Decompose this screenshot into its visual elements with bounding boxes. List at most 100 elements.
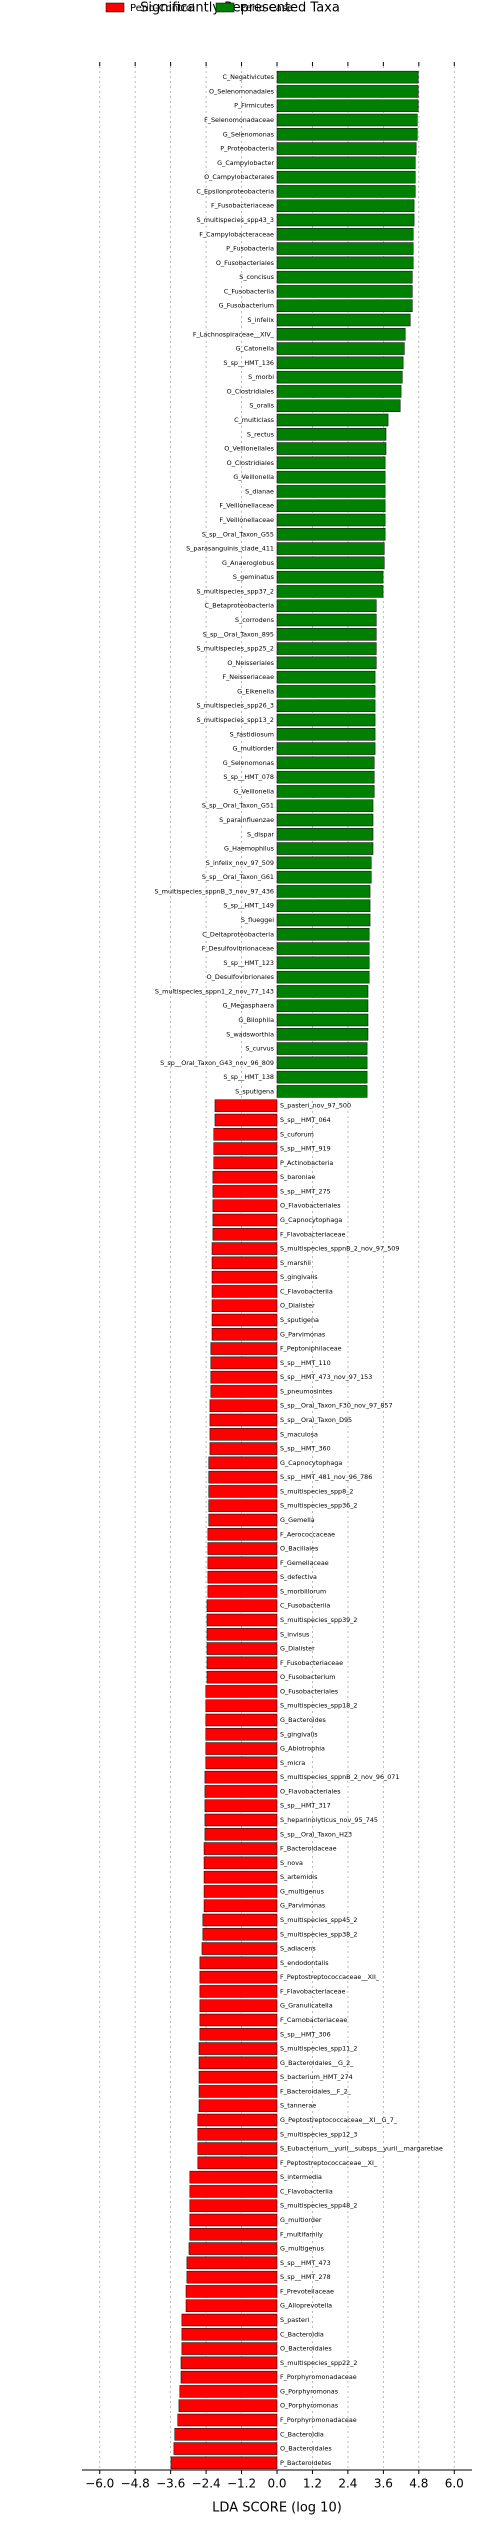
bar: [212, 1170, 278, 1184]
bar: [207, 1585, 278, 1598]
bar-label: S_multispecies_spp26_3: [197, 702, 274, 710]
bar: [198, 2042, 278, 2055]
bar: [188, 2242, 278, 2255]
bar: [197, 2128, 278, 2141]
bar: [211, 1270, 278, 1284]
bar: [276, 185, 416, 198]
bar-label: G_Catonella: [236, 345, 274, 353]
bar: [203, 1899, 278, 1912]
bar-label: S_infelix: [247, 316, 274, 324]
bar-label: S_multispecies_spp13_2: [197, 716, 274, 724]
bar: [276, 213, 415, 227]
bar-label: S_morbi: [248, 373, 274, 381]
bar-label: C_Betaproteobacteria: [205, 602, 275, 610]
bar: [170, 2456, 278, 2470]
legend-label: Perio-Case: [240, 3, 293, 14]
bar: [276, 113, 418, 127]
bar: [197, 2113, 278, 2127]
bar-label: O_Fusobacteriales: [280, 1687, 339, 1695]
bar: [181, 2313, 278, 2327]
bar-label: O_Dialister: [280, 1302, 315, 1310]
bar: [276, 928, 370, 941]
bar: [276, 413, 389, 427]
bar-label: S_multispecies_spp22_2: [280, 2359, 357, 2367]
bar: [199, 2028, 278, 2041]
bar: [276, 485, 386, 498]
bar: [212, 1228, 278, 1241]
bar: [276, 228, 414, 241]
bar: [198, 2056, 278, 2070]
bar: [189, 2185, 278, 2198]
bar-label: S_multispecies_spp36_2: [280, 1502, 357, 1510]
bar-label: G_Veillonella: [233, 787, 274, 795]
bar: [189, 2199, 278, 2212]
bar: [276, 870, 372, 884]
x-tick-label: −6.0: [85, 2477, 114, 2491]
bar: [276, 513, 386, 527]
bar: [178, 2399, 278, 2412]
bar: [276, 899, 371, 912]
bar-label: O_Clostridiales: [227, 459, 275, 467]
bar-label: G_Peptostreptococcaceae__XI__G_7_: [280, 2116, 398, 2124]
bar: [198, 2070, 278, 2084]
bar: [189, 2170, 278, 2184]
bar-label: S_multispecies_spp18_2: [280, 1702, 357, 1710]
bar-label: G_Selenomonas: [223, 759, 275, 767]
bar: [207, 1528, 278, 1541]
bar: [276, 942, 370, 955]
bar: [208, 1470, 278, 1484]
bar-label: O_Selenomonadales: [209, 87, 275, 95]
bar-label: F_multifamily: [280, 2230, 323, 2238]
bar-label: F_Flavobacteriaceae: [280, 1230, 346, 1238]
bar: [276, 742, 376, 755]
bar-label: S_sp__HMT_360: [280, 1445, 331, 1453]
bar: [276, 285, 413, 298]
bar: [276, 70, 419, 84]
bar: [276, 1070, 368, 1084]
bar: [276, 370, 403, 384]
bar-label: S_tannerae: [280, 2102, 316, 2110]
bar-label: F_Aerococcaceae: [280, 1530, 335, 1538]
bar-label: G_Selenomonas: [223, 130, 275, 138]
bar-label: O_Campylobacterales: [204, 173, 275, 181]
bar-label: O_Neisseriales: [227, 659, 274, 667]
bar: [210, 1356, 278, 1370]
x-tick-label: 3.6: [374, 2477, 393, 2491]
bar: [180, 2356, 278, 2370]
bar-label: S_sp__HMT_123: [223, 959, 274, 967]
bar-label: C_Negativicutes: [222, 73, 274, 81]
bar: [276, 885, 371, 898]
bar: [276, 442, 387, 455]
bar-label: S_sp__HMT_306: [280, 2030, 331, 2038]
bar-label: S_sp__Oral_Taxon_895: [203, 630, 274, 638]
bar-label: S_endodontalis: [280, 1959, 329, 1967]
bar: [199, 1970, 278, 1984]
bar: [276, 799, 374, 812]
bar: [276, 613, 377, 627]
bar: [198, 2085, 278, 2098]
bar-label: S_gingivalis: [280, 1730, 318, 1738]
bar-label: F_Peptostreptococcaceae__XI_: [280, 2159, 378, 2167]
bar: [276, 642, 377, 655]
bar-label: S_invisus: [280, 1630, 310, 1638]
bar-label: S_artemidis: [280, 1873, 318, 1881]
bar: [276, 670, 376, 684]
bar: [177, 2413, 278, 2427]
x-tick-label: 4.8: [409, 2477, 428, 2491]
bar-label: S_baroniae: [280, 1173, 315, 1181]
bar: [276, 728, 376, 741]
x-tick-label: 6.0: [445, 2477, 464, 2491]
bar-label: G_Campylobacter: [217, 159, 274, 167]
bar: [276, 128, 418, 141]
x-axis-title: LDA SCORE (log 10): [212, 2501, 342, 2516]
bar: [204, 1813, 278, 1827]
bar: [206, 1628, 278, 1641]
bar: [212, 1199, 278, 1212]
bar-label: S_multispecies_spp39_2: [280, 1616, 357, 1624]
bar-label: O_Desulfovibrionales: [207, 973, 275, 981]
bar-label: S_sp__HMT_481_nov_96_786: [280, 1473, 372, 1481]
bar: [207, 1556, 278, 1570]
bar-label: S_sp__HMT_138: [223, 1073, 274, 1081]
bar-label: S_sp__HMT_136: [223, 359, 274, 367]
bar-label: S_sp__Oral_Taxon_H23: [280, 1830, 352, 1838]
